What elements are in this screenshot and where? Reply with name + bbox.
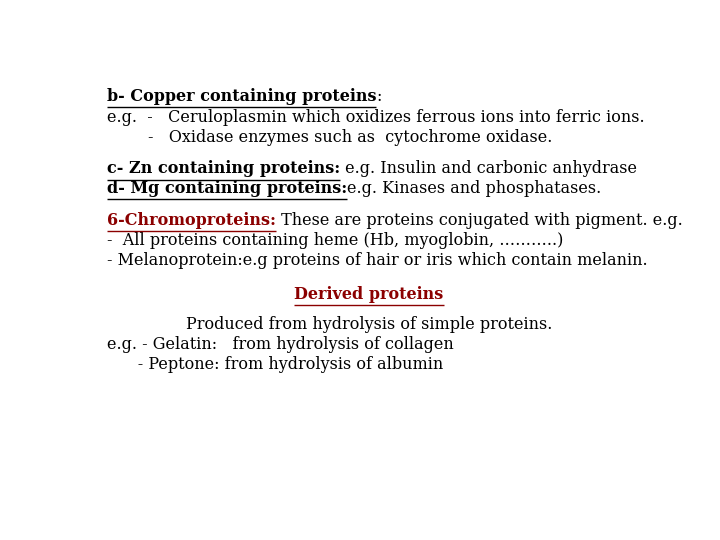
Text: c- Zn containing proteins:: c- Zn containing proteins: [107, 160, 340, 178]
Text: b- Copper containing proteins: b- Copper containing proteins [107, 87, 377, 105]
Text: - Melanoprotein:e.g proteins of hair or iris which contain melanin.: - Melanoprotein:e.g proteins of hair or … [107, 252, 647, 269]
Text: e.g.  -   Ceruloplasmin which oxidizes ferrous ions into ferric ions.: e.g. - Ceruloplasmin which oxidizes ferr… [107, 109, 644, 126]
Text: e.g. Kinases and phosphatases.: e.g. Kinases and phosphatases. [347, 180, 601, 198]
Text: -   Oxidase enzymes such as  cytochrome oxidase.: - Oxidase enzymes such as cytochrome oxi… [107, 129, 552, 146]
Text: :: : [377, 87, 382, 105]
Text: Derived proteins: Derived proteins [294, 286, 444, 303]
Text: e.g. - Gelatin:   from hydrolysis of collagen: e.g. - Gelatin: from hydrolysis of colla… [107, 336, 454, 353]
Text: e.g. Insulin and carbonic anhydrase: e.g. Insulin and carbonic anhydrase [340, 160, 637, 178]
Text: Produced from hydrolysis of simple proteins.: Produced from hydrolysis of simple prote… [186, 316, 552, 333]
Text: 6-Chromoproteins:: 6-Chromoproteins: [107, 212, 276, 230]
Text: - Peptone: from hydrolysis of albumin: - Peptone: from hydrolysis of albumin [107, 356, 443, 373]
Text: These are proteins conjugated with pigment. e.g.: These are proteins conjugated with pigme… [276, 212, 683, 230]
Text: d- Mg containing proteins:: d- Mg containing proteins: [107, 180, 347, 198]
Text: -  All proteins containing heme (Hb, myoglobin, ………..): - All proteins containing heme (Hb, myog… [107, 232, 563, 249]
